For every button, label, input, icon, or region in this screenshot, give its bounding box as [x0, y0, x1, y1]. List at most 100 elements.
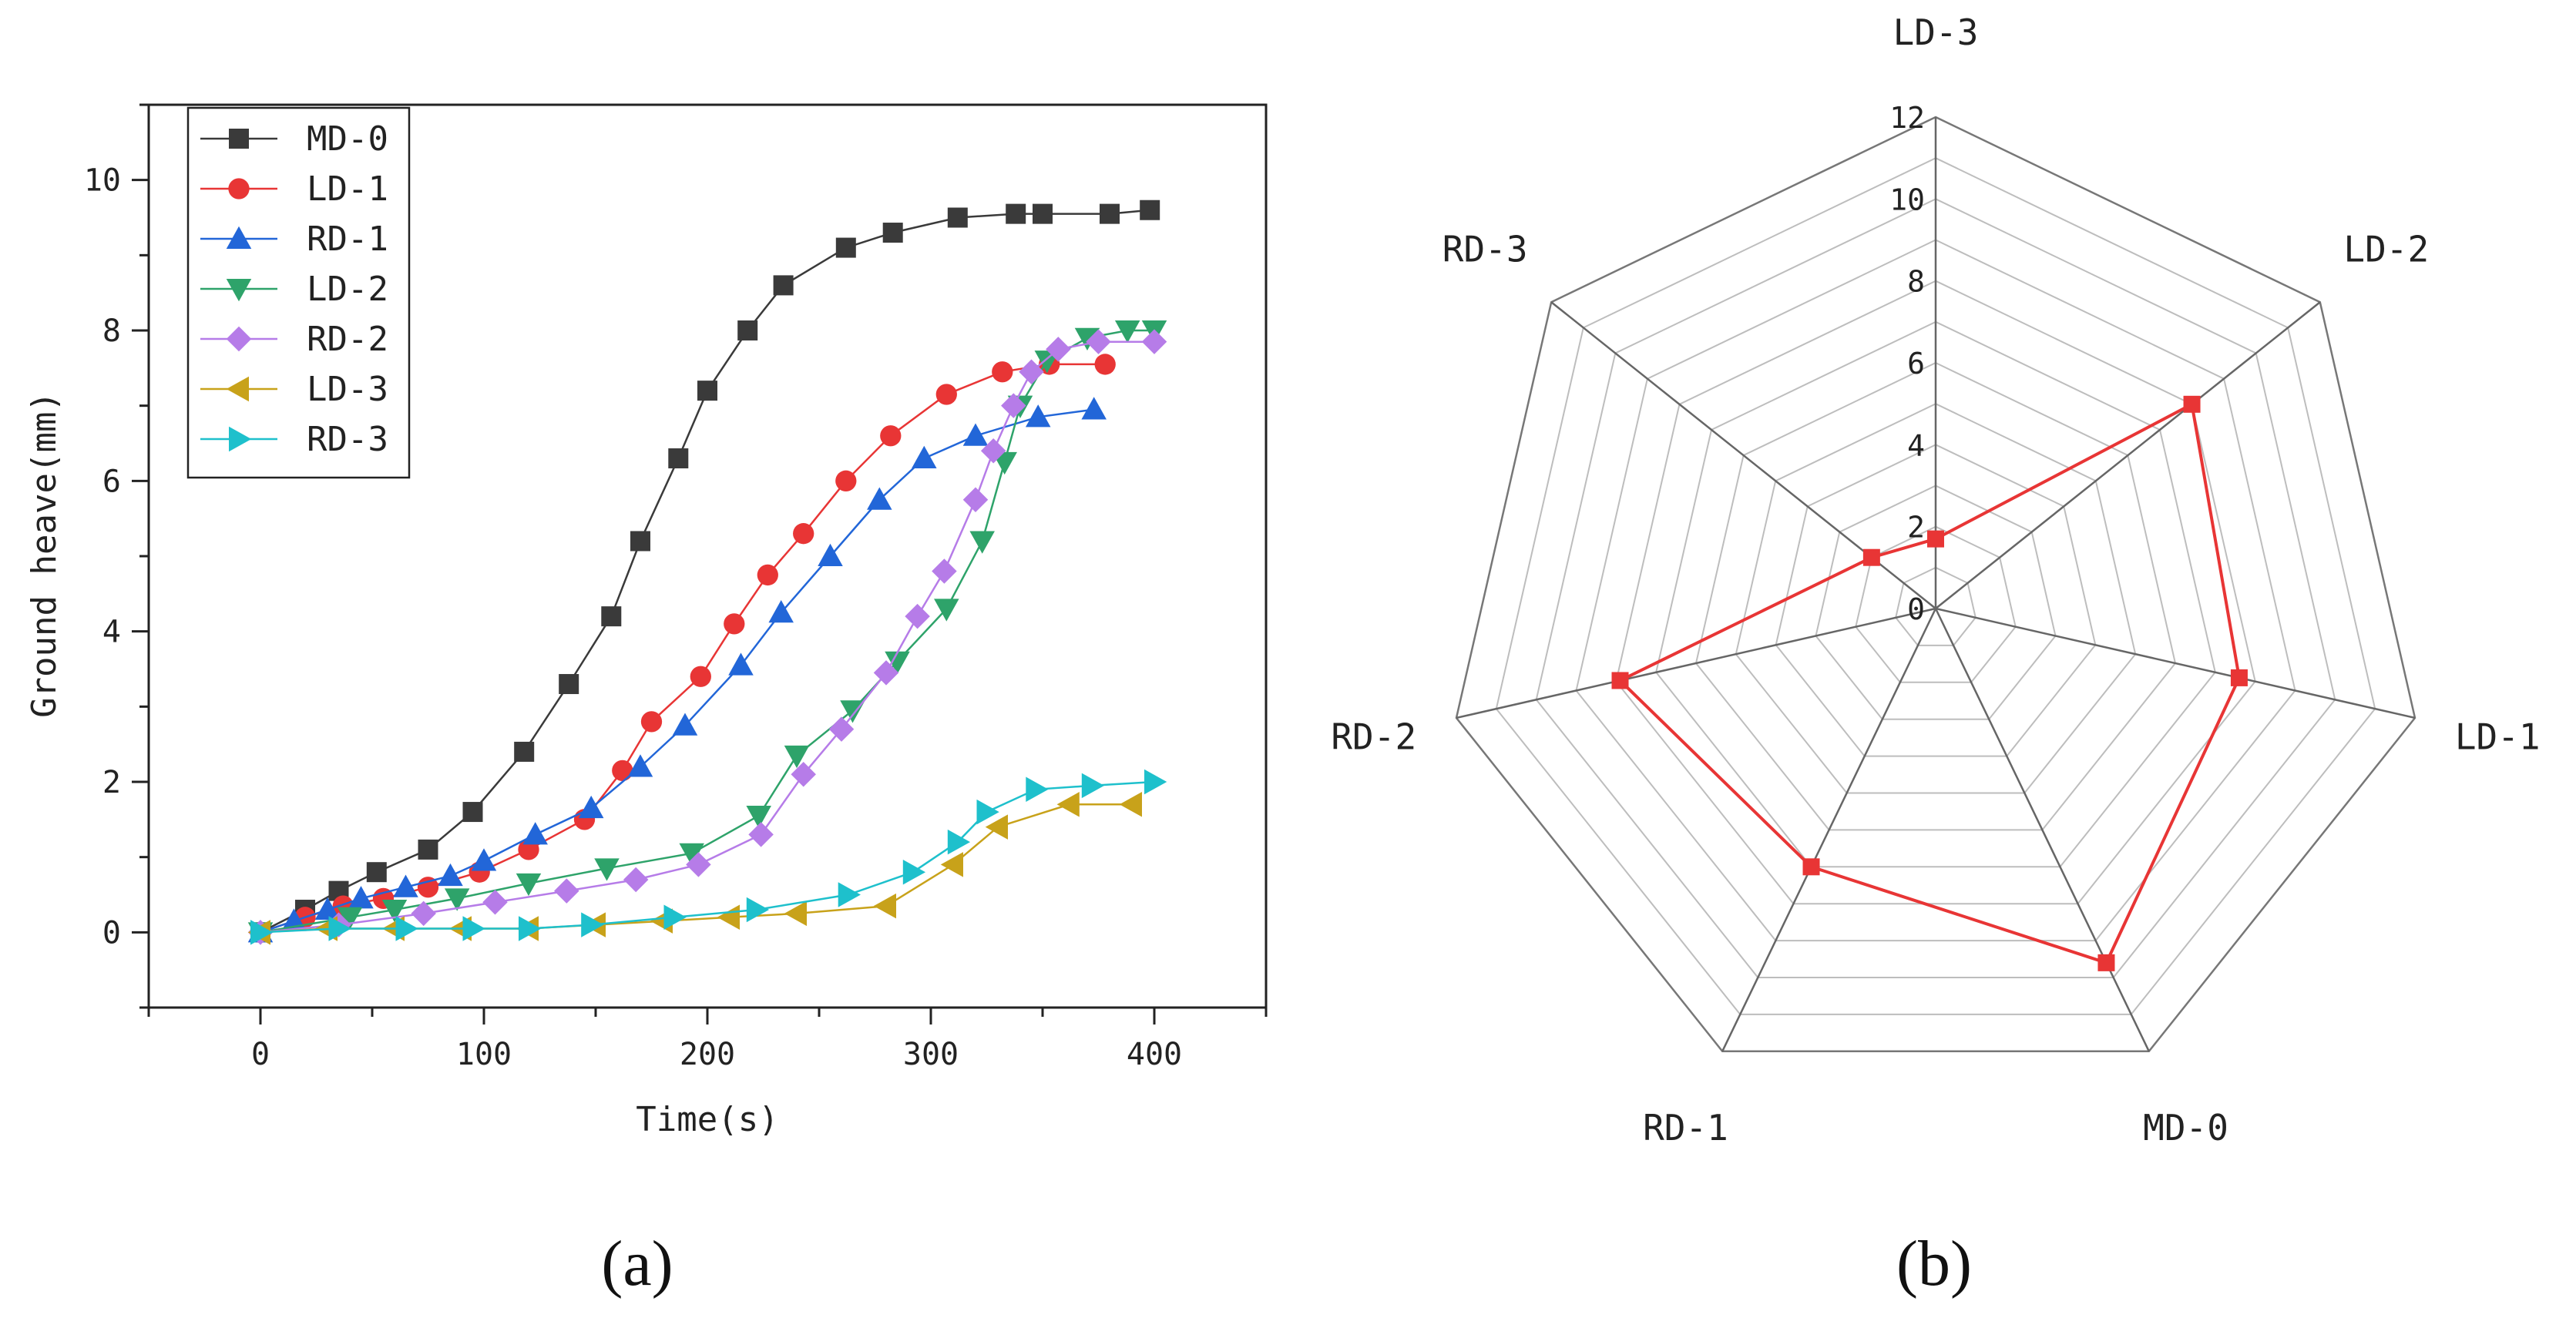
- data-point: [250, 920, 274, 945]
- legend: MD-0 LD-1 RD-1 LD-2 RD-2 LD-3 RD-3: [186, 106, 411, 479]
- data-point: [1025, 404, 1051, 428]
- radar-axis-label-rd-1: RD-1: [1643, 1107, 1728, 1149]
- series-md-0: [250, 200, 1160, 943]
- radar-data-point: [1802, 858, 1820, 876]
- data-point: [411, 900, 436, 927]
- legend-marker: [229, 426, 252, 452]
- data-point: [934, 599, 959, 622]
- radar-tick-label: 12: [1889, 101, 1925, 135]
- legend-label: RD-2: [307, 320, 388, 359]
- legend-item-ld-2: LD-2: [200, 270, 388, 309]
- data-point: [1026, 776, 1049, 803]
- data-point: [612, 760, 633, 781]
- legend-item-md-0: MD-0: [200, 119, 388, 159]
- radar-grid-ring: [1895, 566, 1977, 646]
- data-point: [578, 795, 604, 819]
- data-point: [1144, 769, 1167, 795]
- x-tick-label: 300: [903, 1037, 959, 1072]
- radar-grid-ring: [1615, 280, 2256, 905]
- data-point: [672, 713, 698, 736]
- legend-marker: [226, 226, 252, 249]
- radar-grid-ring: [1455, 116, 2416, 1053]
- data-point: [962, 423, 989, 446]
- radar-tick-label: 4: [1907, 428, 1925, 462]
- data-point: [462, 802, 483, 823]
- x-tick-label: 200: [680, 1037, 735, 1072]
- legend-item-ld-1: LD-1: [200, 169, 388, 209]
- data-point: [793, 523, 814, 545]
- data-point: [393, 874, 418, 897]
- radar-axis-label-ld-2: LD-2: [2343, 229, 2429, 270]
- legend-marker: [226, 279, 252, 302]
- data-point: [880, 425, 902, 447]
- data-point: [768, 600, 794, 623]
- data-point: [969, 531, 995, 554]
- series-ld-1: [250, 354, 1116, 943]
- data-point: [1056, 792, 1080, 817]
- data-point: [559, 674, 579, 695]
- radar-chart-panel: 0 2 4 6 8 10 12 LD-3 LD-2 LD-1 MD-0 RD-1 RD-2 RD-3 (…: [1331, 12, 2540, 1299]
- radar-radial-ticks: 0 2 4 6 8 10 12: [1889, 101, 1925, 626]
- radar-data-point: [2097, 954, 2115, 971]
- data-point: [1140, 200, 1160, 220]
- data-point: [773, 275, 794, 296]
- radar-axis-label-ld-1: LD-1: [2455, 716, 2541, 757]
- x-axis: 0 100 200 300 400: [147, 1008, 1268, 1072]
- data-point: [885, 651, 910, 674]
- legend-label: RD-1: [307, 220, 388, 259]
- data-point: [835, 470, 857, 491]
- data-point: [522, 822, 548, 845]
- data-point: [947, 207, 968, 228]
- radar-series: [1611, 395, 2248, 971]
- data-point: [581, 912, 604, 937]
- radar-axis-label-ld-3: LD-3: [1893, 12, 1979, 53]
- radar-tick-label: 10: [1889, 183, 1925, 216]
- data-point: [594, 858, 620, 881]
- data-point: [912, 445, 937, 469]
- data-point: [980, 438, 1006, 464]
- data-point: [828, 716, 855, 742]
- data-point: [395, 916, 418, 941]
- data-point: [905, 603, 930, 629]
- data-point: [992, 361, 1013, 383]
- data-point: [935, 384, 957, 405]
- x-tick-label: 400: [1127, 1037, 1182, 1072]
- y-axis: 0 2 4 6 8 10: [84, 103, 149, 1009]
- data-point: [902, 859, 926, 885]
- legend-label: LD-3: [307, 370, 388, 409]
- data-point: [554, 878, 579, 904]
- data-point: [668, 448, 689, 469]
- series-line: [260, 408, 1094, 934]
- radar-spoke: [1934, 608, 2150, 1052]
- data-point: [717, 904, 740, 931]
- data-point: [757, 564, 778, 586]
- x-tick-label: 100: [456, 1037, 512, 1072]
- data-point: [381, 900, 408, 923]
- x-axis-label: Time(s): [636, 1100, 778, 1139]
- data-point: [348, 886, 374, 909]
- data-point: [1081, 397, 1107, 420]
- legend-label: LD-1: [307, 169, 388, 209]
- y-tick-label: 6: [102, 464, 121, 499]
- data-point: [947, 829, 971, 855]
- data-point: [314, 897, 341, 921]
- y-axis-label: Ground heave(mm): [25, 391, 64, 718]
- data-point: [1100, 203, 1120, 224]
- radar-grid-ring: [1495, 157, 2376, 1015]
- data-point: [1006, 203, 1026, 224]
- data-point: [514, 741, 535, 762]
- radar-grid-ring: [1735, 403, 2137, 794]
- data-point: [835, 237, 856, 258]
- data-point: [1114, 320, 1140, 344]
- data-point: [940, 852, 963, 877]
- data-point: [818, 543, 843, 566]
- data-point: [679, 843, 704, 867]
- data-point: [519, 916, 542, 941]
- data-point: [746, 897, 770, 923]
- data-point: [748, 822, 774, 847]
- data-point: [976, 799, 999, 825]
- data-point: [746, 805, 771, 829]
- radar-axis-label-rd-3: RD-3: [1442, 229, 1528, 270]
- y-tick-label: 0: [102, 915, 121, 951]
- data-point: [444, 888, 470, 911]
